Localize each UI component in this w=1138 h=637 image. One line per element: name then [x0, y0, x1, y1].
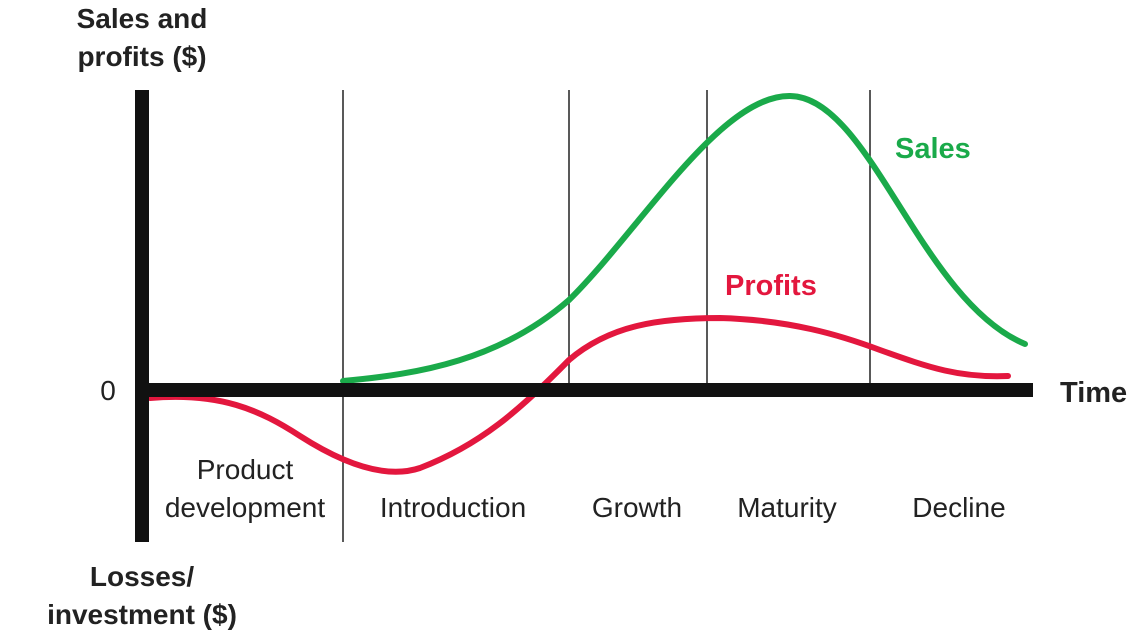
- zero-label: 0: [100, 375, 116, 406]
- profits-curve: [147, 314, 1011, 475]
- y-axis-top-label-line2: profits ($): [77, 41, 206, 72]
- stage-label-product-development-line1: Product: [197, 454, 294, 485]
- sales-curve: [340, 92, 1028, 384]
- y-axis-bottom-label-line2: investment ($): [47, 599, 237, 630]
- x-axis-label: Time: [1060, 377, 1127, 409]
- y-axis-bottom-label-line1: Losses/: [90, 561, 194, 592]
- stage-label-maturity: Maturity: [737, 492, 837, 523]
- stage-label-introduction: Introduction: [380, 492, 526, 523]
- stage-label-product-development-line2: development: [165, 492, 326, 523]
- y-axis-top-label-line1: Sales and: [77, 3, 208, 34]
- profits-curve-label: Profits: [725, 270, 817, 302]
- stage-label-growth: Growth: [592, 492, 682, 523]
- sales-curve-label: Sales: [895, 133, 971, 165]
- stage-label-decline: Decline: [912, 492, 1005, 523]
